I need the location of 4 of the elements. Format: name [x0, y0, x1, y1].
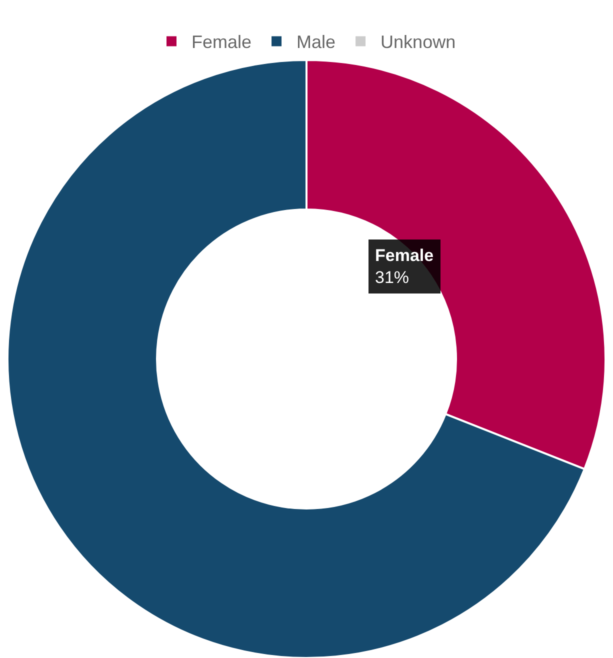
- legend-label: Female: [192, 32, 252, 52]
- legend-label: Male: [296, 32, 336, 52]
- text: Female 31%: [375, 246, 434, 288]
- legend-label: Unknown: [380, 32, 456, 52]
